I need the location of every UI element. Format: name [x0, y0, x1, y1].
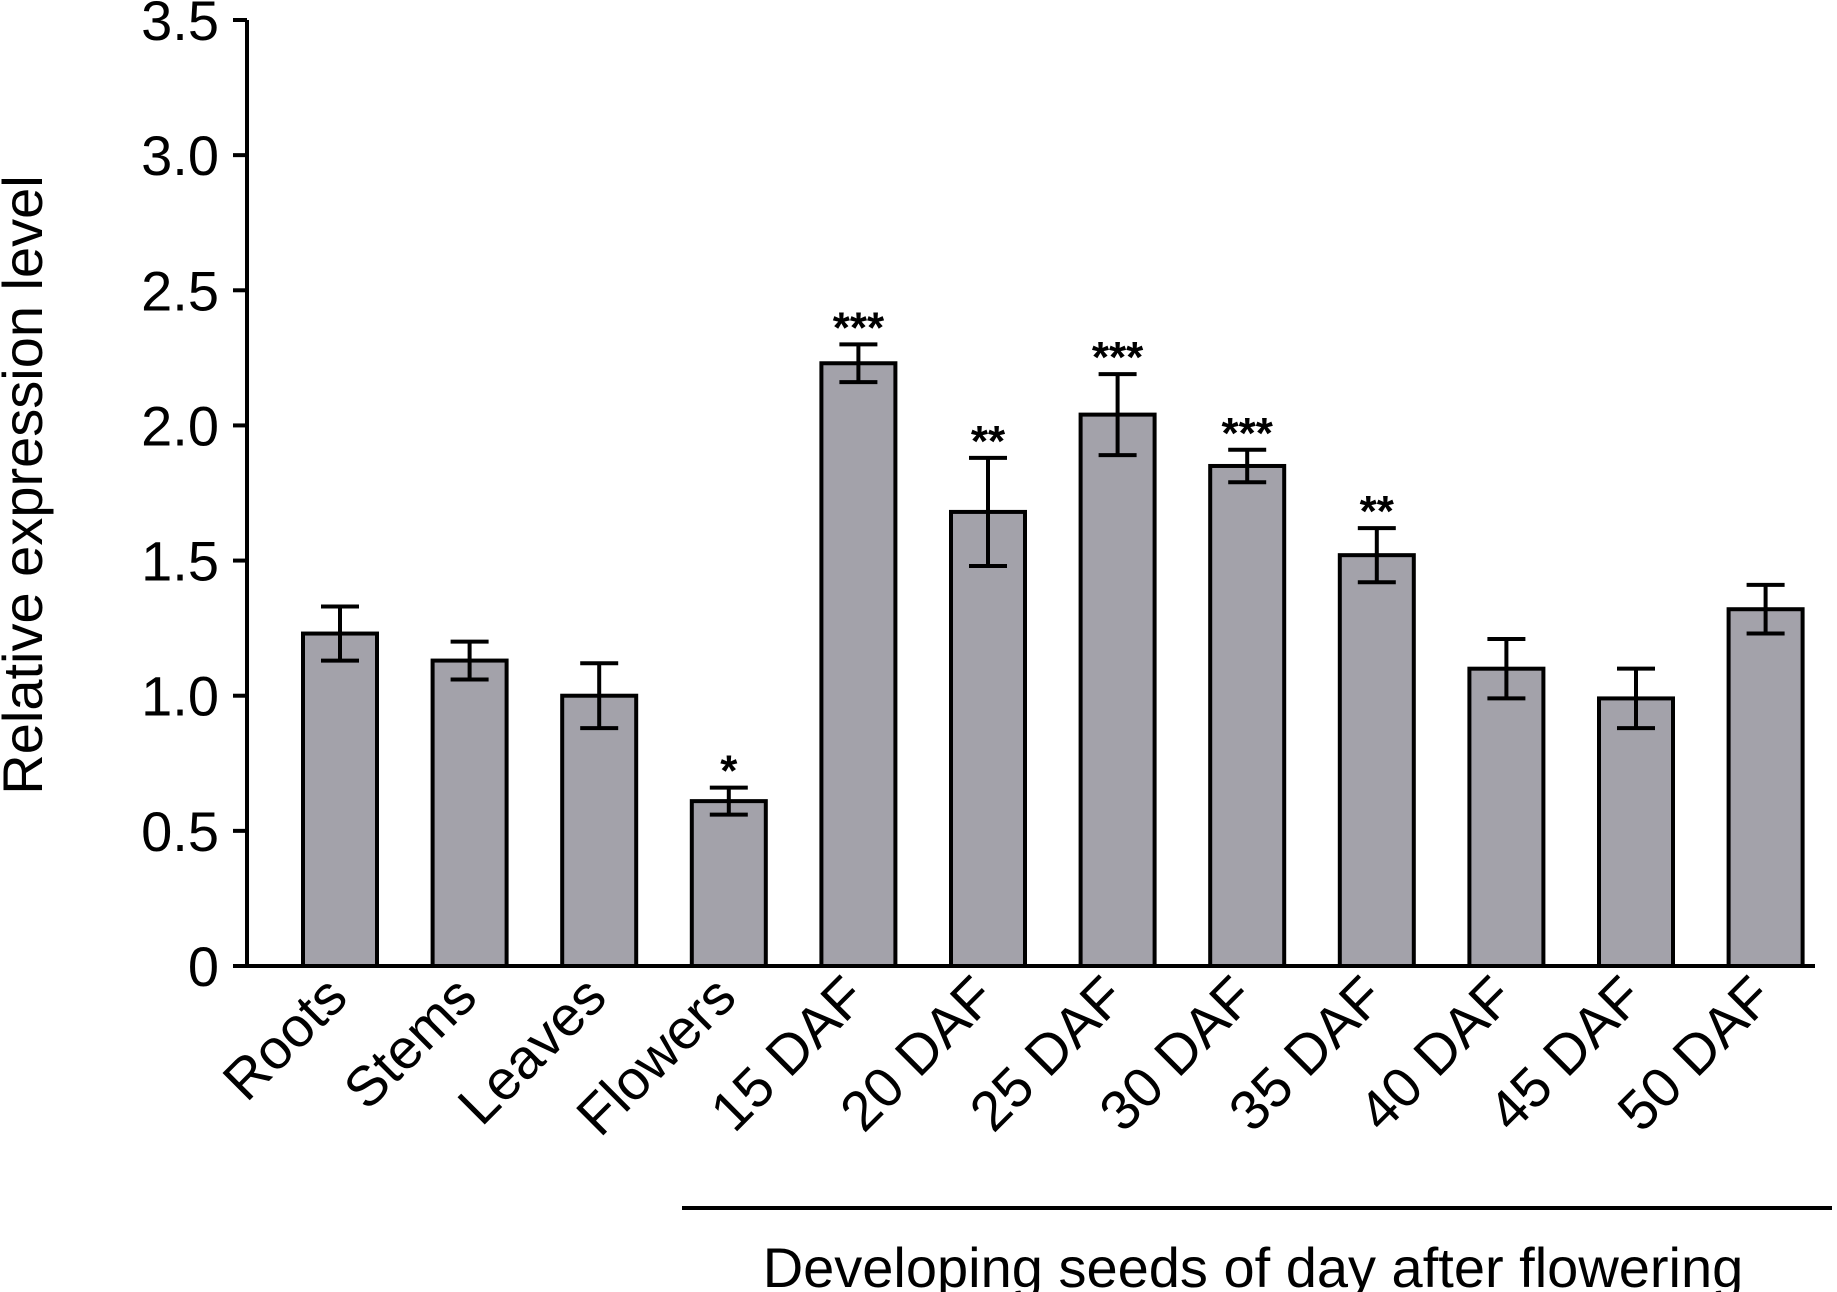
bar	[689, 799, 768, 969]
x-tick-label: Roots	[210, 964, 358, 1112]
significance-mark: **	[1360, 487, 1395, 536]
y-tick-label: 2.0	[141, 394, 219, 457]
significance-mark: ***	[1092, 333, 1144, 382]
y-tick-label: 3.0	[141, 124, 219, 187]
y-tick-label: 2.5	[141, 259, 219, 322]
significance-mark: ***	[1222, 409, 1274, 458]
bar	[1467, 666, 1546, 969]
plot-area: 00.51.01.52.02.53.03.5RootsStemsLeaves*F…	[141, 0, 1815, 1147]
bar	[430, 658, 509, 968]
significance-mark: **	[971, 417, 1006, 466]
bar	[560, 693, 639, 968]
group-bracket-label: Developing seeds of day after flowering	[763, 1236, 1744, 1292]
bar	[1337, 553, 1416, 968]
significance-mark: ***	[833, 303, 885, 352]
bar	[819, 361, 898, 968]
y-tick-label: 0	[188, 935, 219, 998]
bar	[1078, 412, 1157, 969]
y-tick-label: 3.5	[141, 0, 219, 52]
bar	[301, 631, 379, 968]
y-axis-label: Relative expression level	[0, 175, 54, 794]
y-tick-label: 1.0	[141, 665, 219, 728]
bar	[1726, 607, 1805, 968]
y-tick-label: 0.5	[141, 800, 219, 863]
bar	[1208, 463, 1287, 968]
bar	[949, 509, 1027, 968]
y-tick-label: 1.5	[141, 530, 219, 593]
significance-mark: *	[720, 747, 738, 796]
bar	[1597, 696, 1675, 968]
